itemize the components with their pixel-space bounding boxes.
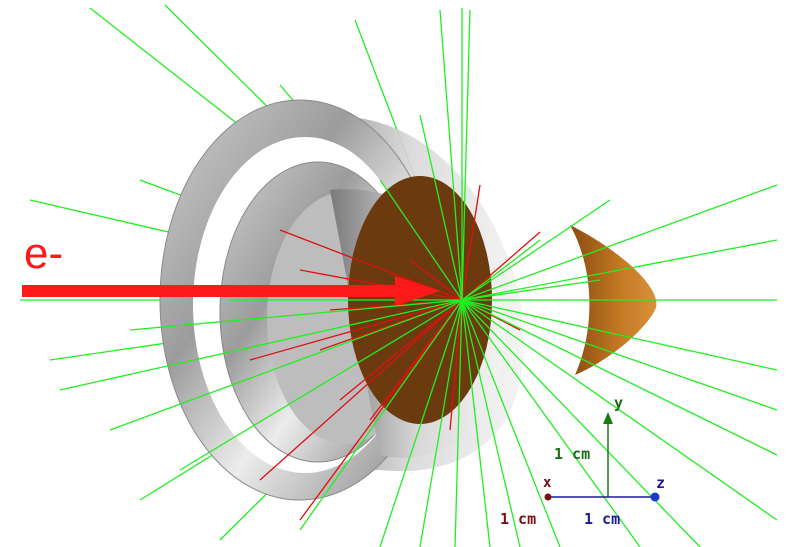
gamma-track [439,9,463,301]
axes-triad [544,412,660,502]
gamma-track [461,299,778,456]
gamma-track [461,239,541,301]
gamma-track [379,179,463,301]
gamma-track [461,9,471,301]
z-scale-label: 1 cm [584,510,621,528]
gamma-track [461,299,641,547]
charged-track [461,231,541,301]
charged-track [299,299,463,521]
charged-track [449,299,463,431]
gamma-track [419,299,463,547]
gamma-track [461,199,611,301]
gamma-track [461,239,778,301]
charged-track [339,299,463,401]
gamma-track [461,299,521,547]
x-axis-marker [544,493,552,501]
gamma-track [379,299,463,547]
x-scale-label: 1 cm [500,510,537,528]
charged-track [409,259,463,301]
charged-track [249,299,463,361]
gamma-track [461,299,778,371]
gamma-track [454,299,463,547]
gamma-track [109,299,463,431]
charged-tracks [249,184,541,521]
gamma-track [461,299,491,547]
x-axis-label: x [543,475,552,491]
gamma-track [461,184,778,301]
gamma-track [461,299,561,547]
gamma-track [461,279,601,301]
z-axis-label: z [656,474,666,492]
gamma-tracks-front [59,8,778,547]
y-axis-arrowhead [603,412,613,424]
beam-particle-label: e- [24,229,64,278]
gamma-track [461,299,778,411]
gamma-track [461,299,778,521]
gamma-track [419,114,463,301]
charged-track [461,184,481,301]
beam-arrow [22,276,440,306]
y-axis-label: y [614,394,624,412]
charged-track [259,299,463,481]
gamma-track [59,299,463,391]
gamma-track [299,299,463,531]
z-axis-marker [650,492,660,502]
y-scale-label: 1 cm [554,445,591,463]
gamma-track [461,299,701,547]
gamma-track [129,299,463,331]
gamma-track [179,299,463,471]
